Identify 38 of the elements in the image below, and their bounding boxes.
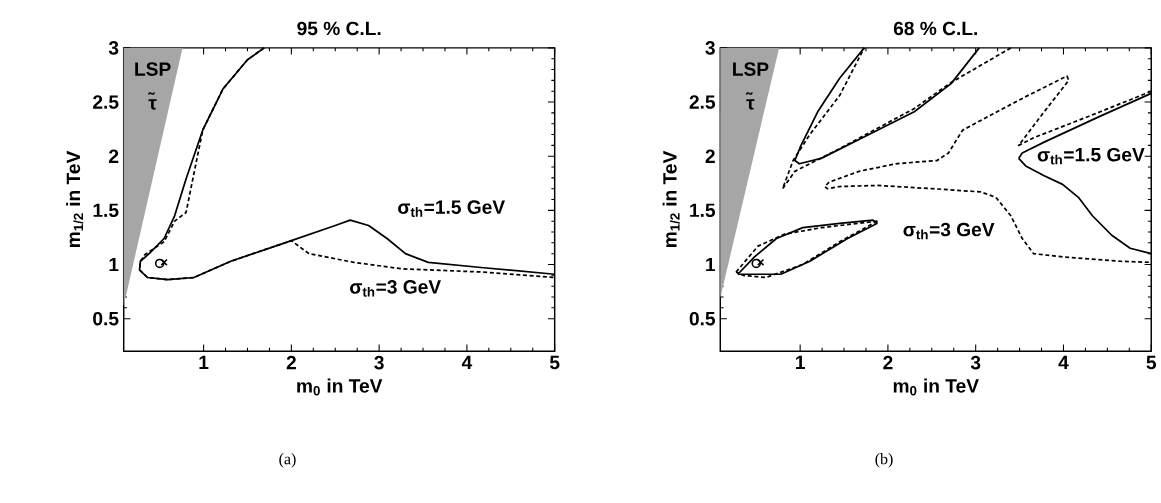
annotation: σ$_{th}$=1.5 GeV — [1037, 147, 1145, 165]
x-tick-label: 1 — [199, 355, 209, 370]
y-tick-label: 2 — [705, 149, 715, 163]
text: (a) — [279, 453, 296, 468]
annotation: LSP — [733, 62, 769, 76]
y-tick-label: 3 — [108, 41, 119, 55]
annotation: σ$_{th}$=3 GeV — [350, 280, 441, 297]
y-axis-title: m$_{1/2}$ in TeV — [66, 150, 84, 248]
annotation: τ̃ — [148, 92, 157, 110]
x-tick-label: 2 — [883, 355, 893, 370]
y-tick-label: 0.5 — [689, 311, 716, 326]
x-axis-title: m$_{0}$ in TeV — [893, 378, 979, 396]
x-tick-label: 3 — [374, 355, 384, 370]
annotation: σ$_{th}$=1.5 GeV — [398, 200, 505, 217]
chart-title: 68 % C.L. — [893, 21, 977, 36]
annotation: σ$_{th}$=3 GeV — [903, 222, 995, 240]
x-tick-label: 4 — [1058, 355, 1069, 370]
y-tick-label: 2.5 — [93, 95, 119, 109]
x-tick-label: 1 — [796, 355, 805, 370]
x-tick-label: 3 — [970, 355, 981, 370]
x-tick-label: 4 — [461, 355, 473, 370]
y-axis-title: m$_{1/2}$ in TeV — [662, 150, 680, 248]
y-tick-label: 1.5 — [690, 203, 716, 218]
x-tick-label: 5 — [1146, 355, 1157, 370]
y-tick-label: 2.5 — [689, 95, 716, 109]
x-tick-label: 5 — [549, 355, 560, 370]
y-tick-label: 1 — [706, 258, 716, 272]
y-tick-label: 1 — [109, 258, 119, 272]
y-tick-label: 2 — [109, 149, 119, 163]
x-axis-title: m$_{0}$ in TeV — [297, 378, 383, 396]
y-tick-label: 3 — [705, 41, 715, 55]
annotation: τ̃ — [746, 92, 755, 110]
x-tick-label: 2 — [286, 355, 296, 370]
text: (b) — [875, 453, 893, 468]
y-tick-label: 0.5 — [93, 311, 119, 326]
annotation: LSP — [135, 62, 171, 76]
y-tick-label: 1.5 — [93, 203, 119, 218]
chart-title: 95 % C.L. — [297, 21, 381, 36]
